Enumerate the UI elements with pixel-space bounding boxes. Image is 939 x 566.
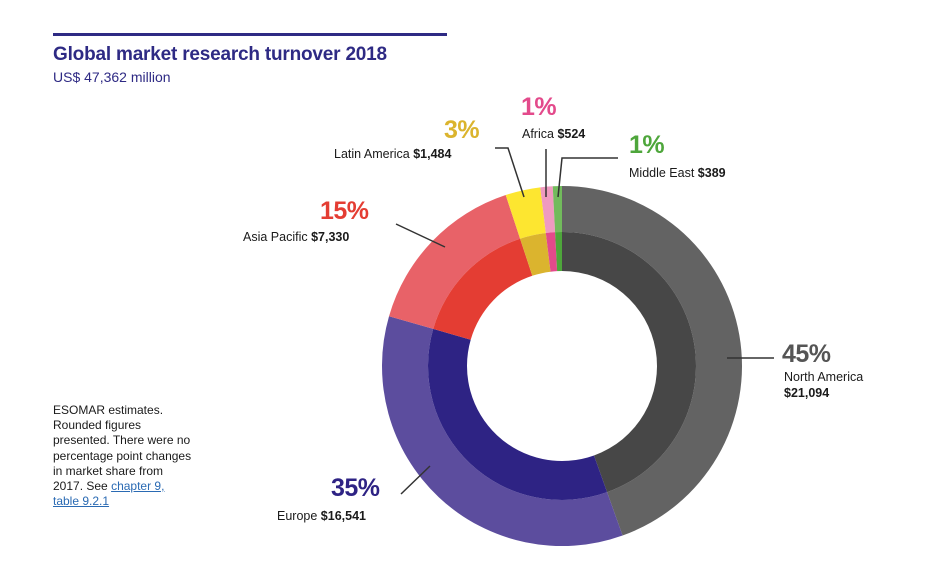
chart-title: Global market research turnover 2018 bbox=[53, 44, 387, 65]
pct-label-latin-america: 3% bbox=[444, 116, 480, 144]
slice-outer-latin-america bbox=[505, 187, 546, 239]
region-label-middle-east: Middle East $389 bbox=[629, 166, 726, 180]
leader-line-middle-east bbox=[557, 157, 618, 198]
pct-label-africa: 1% bbox=[521, 93, 557, 121]
leader-lines bbox=[395, 147, 774, 495]
slice-outer-asia-pacific bbox=[389, 195, 521, 329]
slice-inner-europe bbox=[428, 328, 608, 500]
slice-inner-latin-america bbox=[520, 232, 551, 276]
chapter-link[interactable]: chapter 9, table 9.2.1 bbox=[53, 479, 165, 509]
pct-label-north-america: 45% bbox=[782, 340, 831, 368]
region-label-europe: Europe $16,541 bbox=[277, 509, 366, 523]
slice-outer-africa bbox=[540, 186, 556, 233]
slice-outer-north-america bbox=[562, 186, 743, 536]
footnote: ESOMAR estimates. Rounded figures presen… bbox=[53, 403, 192, 509]
pct-label-asia-pacific: 15% bbox=[320, 197, 369, 225]
value-label-north-america: $21,094 bbox=[784, 386, 830, 400]
title-rule bbox=[53, 33, 447, 36]
slice-inner-africa bbox=[545, 232, 558, 272]
slice-inner-north-america bbox=[562, 232, 696, 493]
leader-line-asia-pacific bbox=[395, 223, 446, 248]
leader-line-latin-america bbox=[495, 147, 525, 198]
slice-outer-europe bbox=[382, 316, 623, 546]
pct-label-europe: 35% bbox=[331, 474, 380, 502]
slice-outer-middle-east bbox=[552, 186, 562, 233]
chart-subtitle: US$ 47,362 million bbox=[53, 69, 171, 85]
leader-line-europe bbox=[400, 465, 431, 495]
region-label-africa: Africa $524 bbox=[522, 127, 586, 141]
region-label-asia-pacific: Asia Pacific $7,330 bbox=[243, 230, 350, 244]
region-label-latin-america: Latin America $1,484 bbox=[334, 147, 452, 161]
slice-inner-asia-pacific bbox=[433, 238, 533, 340]
slice-inner-middle-east bbox=[555, 232, 562, 272]
donut-slices bbox=[382, 186, 743, 546]
region-label-north-america: North America bbox=[784, 370, 864, 384]
pct-label-middle-east: 1% bbox=[629, 131, 665, 159]
